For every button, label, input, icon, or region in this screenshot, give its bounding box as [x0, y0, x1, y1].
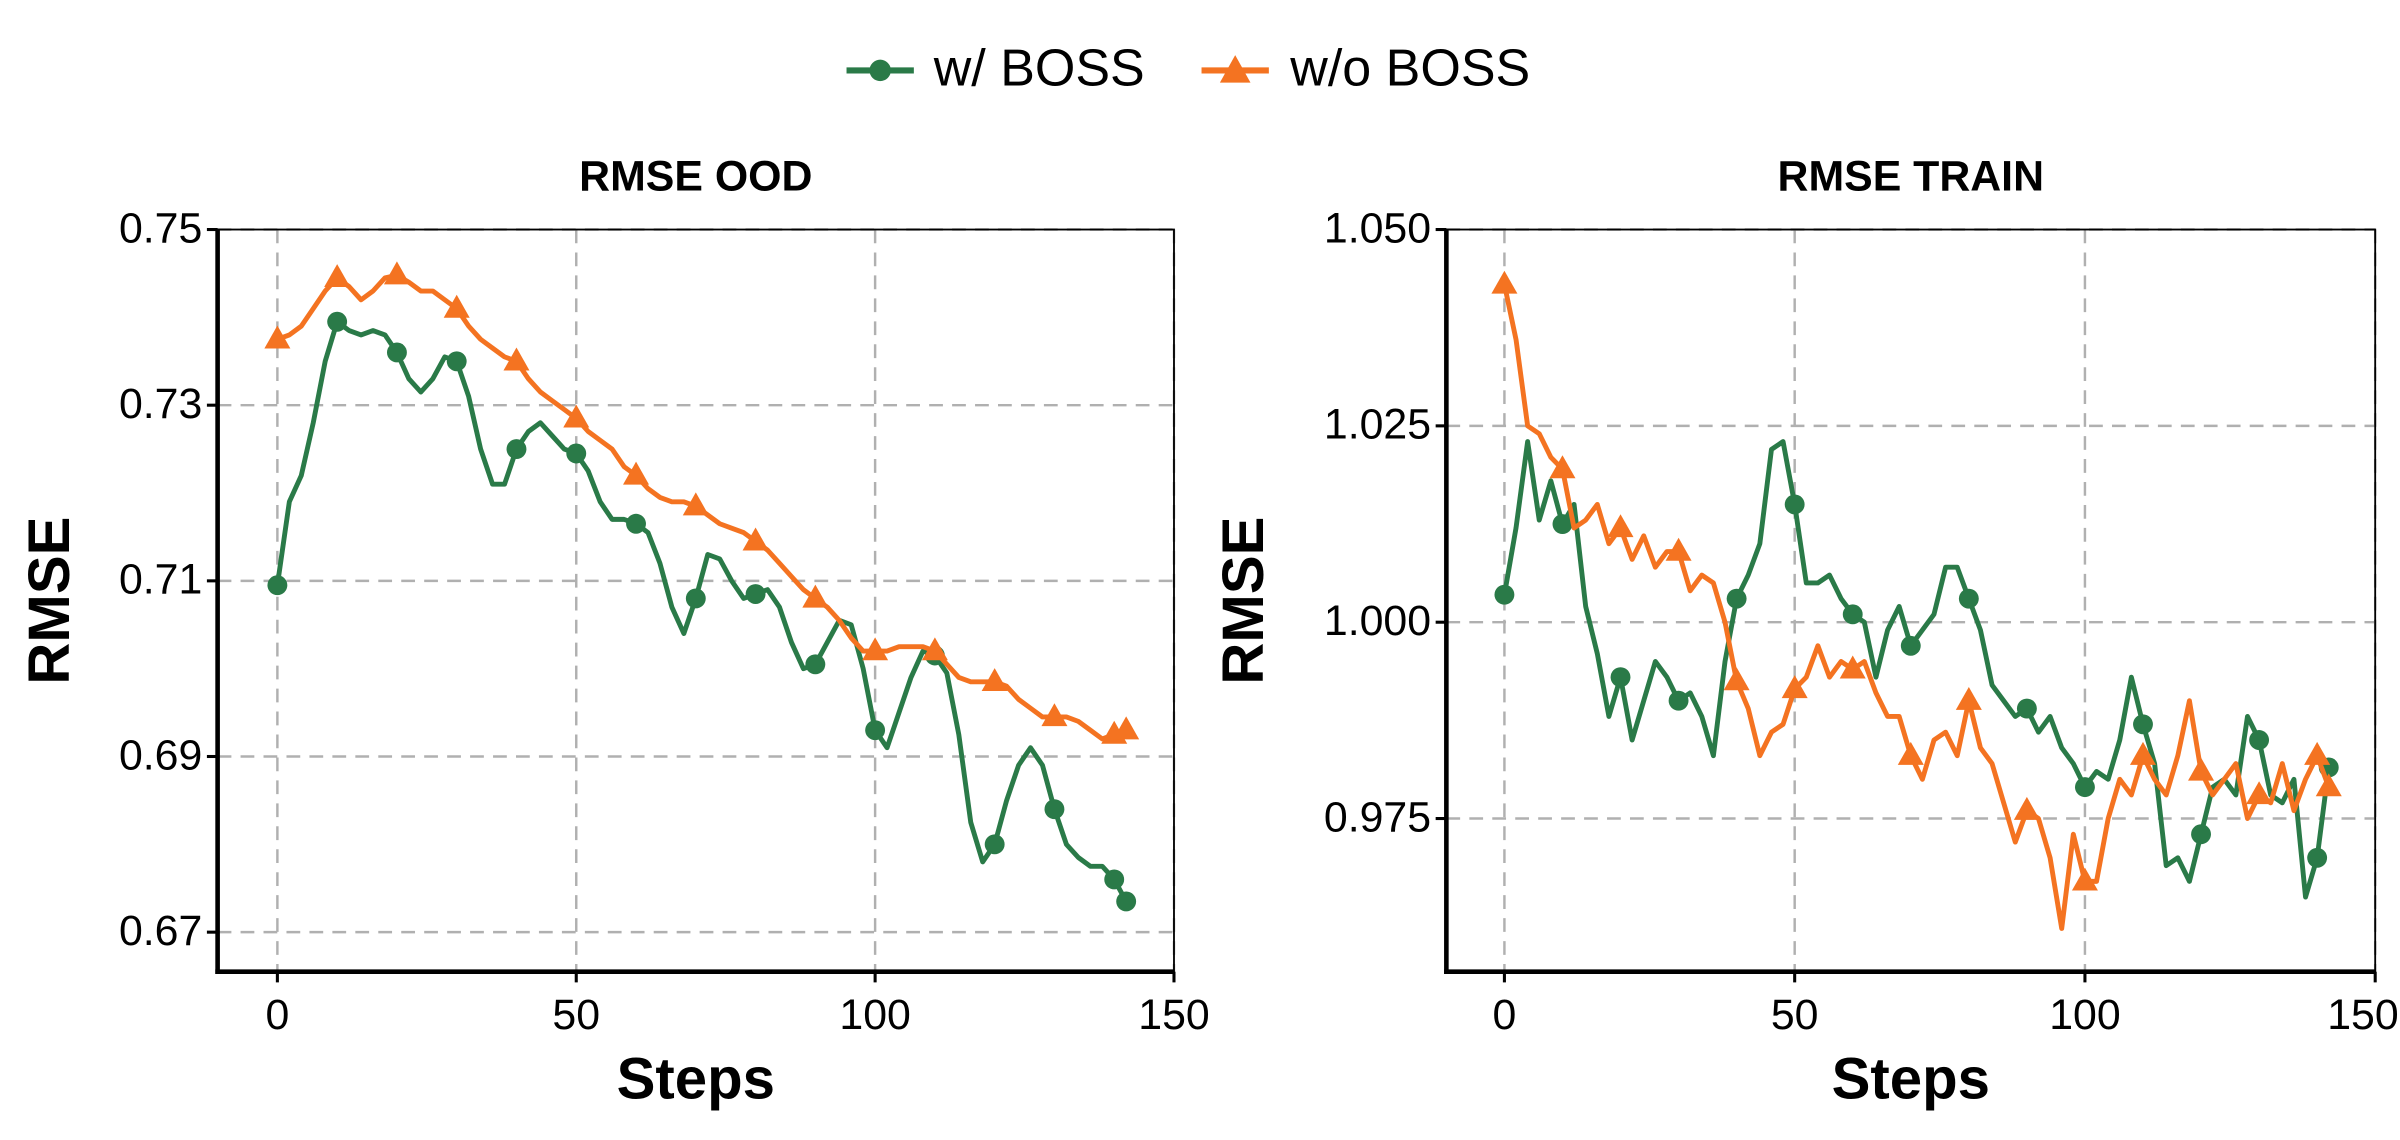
point-marker	[1494, 584, 1515, 605]
point-marker	[921, 637, 948, 661]
x-tick-label: 100	[2049, 991, 2120, 1039]
point-marker	[1897, 741, 1924, 765]
chart-panel: RMSE TRAIN Steps RMSE 0.975 1.000 1.025 1.050 0…	[1211, 152, 2399, 1111]
point-marker	[802, 584, 829, 608]
legend: w/ BOSS w/o BOSS	[846, 40, 1530, 98]
point-marker	[2191, 824, 2211, 845]
point-marker	[1607, 514, 1634, 538]
point-marker	[2315, 773, 2342, 797]
point-marker	[1723, 667, 1750, 691]
point-marker	[862, 637, 889, 661]
point-marker	[383, 261, 410, 285]
y-tick-label: 0.73	[119, 380, 202, 428]
legend-label: w/ BOSS	[933, 40, 1145, 98]
point-marker	[386, 342, 407, 363]
point-marker	[324, 264, 351, 288]
point-marker	[1955, 686, 1982, 710]
point-marker	[1041, 703, 1068, 727]
x-axis-label: Steps	[617, 1047, 775, 1112]
y-axis-label: RMSE	[1211, 517, 1276, 685]
series-line	[274, 319, 1129, 903]
point-marker	[264, 325, 291, 349]
point-marker	[446, 351, 467, 372]
point-marker	[503, 347, 530, 371]
point-marker	[1044, 799, 1065, 820]
y-tick-label: 1.025	[1324, 401, 1431, 449]
point-marker	[566, 443, 587, 464]
point-marker	[1900, 635, 1921, 656]
y-tick-label: 0.975	[1324, 793, 1431, 841]
chart-title: RMSE TRAIN	[1778, 152, 2044, 200]
legend-label: w/o BOSS	[1289, 40, 1530, 98]
x-tick-label: 100	[839, 991, 910, 1039]
point-marker	[2133, 714, 2153, 735]
point-marker	[1842, 604, 1863, 625]
point-marker	[563, 404, 590, 428]
point-marker	[267, 575, 288, 596]
point-marker	[685, 588, 706, 609]
point-marker	[2013, 796, 2040, 820]
point-marker	[443, 294, 470, 318]
point-marker	[2188, 757, 2215, 781]
point-marker	[682, 492, 709, 516]
legend-marker	[869, 59, 891, 82]
point-marker	[2304, 741, 2331, 765]
chart-title: RMSE OOD	[579, 152, 812, 200]
point-marker	[506, 439, 527, 460]
point-marker	[2307, 847, 2328, 868]
point-marker	[1113, 716, 1140, 740]
y-tick-label: 0.75	[119, 204, 202, 252]
point-marker	[1781, 675, 1808, 699]
point-marker	[745, 584, 766, 604]
point-marker	[981, 668, 1008, 692]
point-marker	[1665, 537, 1692, 561]
x-tick-label: 0	[265, 991, 289, 1039]
point-marker	[1104, 869, 1125, 890]
y-tick-label: 0.71	[119, 556, 202, 604]
point-marker	[1784, 494, 1805, 515]
x-tick-label: 150	[1138, 991, 1209, 1039]
point-marker	[1668, 690, 1689, 711]
point-marker	[984, 834, 1005, 855]
point-marker	[2071, 867, 2098, 891]
point-marker	[1549, 455, 1576, 479]
legend-marker	[1219, 55, 1251, 83]
chart-panel: RMSE OOD Steps RMSE 0.67 0.69 0.71 0.73 0.75 0 50…	[17, 152, 1209, 1111]
point-marker	[1552, 514, 1573, 534]
point-marker	[1116, 891, 1137, 912]
y-tick-label: 1.000	[1324, 597, 1431, 645]
x-tick-label: 0	[1493, 991, 1517, 1039]
y-tick-label: 1.050	[1324, 204, 1431, 252]
point-marker	[327, 311, 348, 332]
point-marker	[805, 654, 826, 675]
y-axis-label: RMSE	[17, 517, 82, 685]
x-axis-label: Steps	[1832, 1047, 1990, 1112]
point-marker	[1726, 588, 1747, 609]
point-marker	[742, 527, 769, 551]
point-marker	[623, 461, 650, 485]
point-marker	[2074, 777, 2095, 798]
y-tick-label: 0.69	[119, 731, 202, 779]
x-tick-label: 50	[552, 991, 600, 1039]
series-line	[1502, 284, 2332, 931]
point-marker	[2129, 741, 2156, 765]
point-marker	[2246, 781, 2273, 805]
point-marker	[1839, 655, 1866, 679]
point-marker	[1958, 588, 1979, 609]
point-marker	[2016, 698, 2037, 719]
x-tick-label: 50	[1771, 991, 1819, 1039]
point-marker	[865, 720, 886, 741]
point-marker	[626, 513, 646, 534]
point-marker	[1610, 667, 1631, 688]
point-marker	[1491, 270, 1518, 294]
y-tick-label: 0.67	[119, 907, 202, 955]
x-tick-label: 150	[2327, 991, 2398, 1039]
point-marker	[2249, 730, 2270, 750]
